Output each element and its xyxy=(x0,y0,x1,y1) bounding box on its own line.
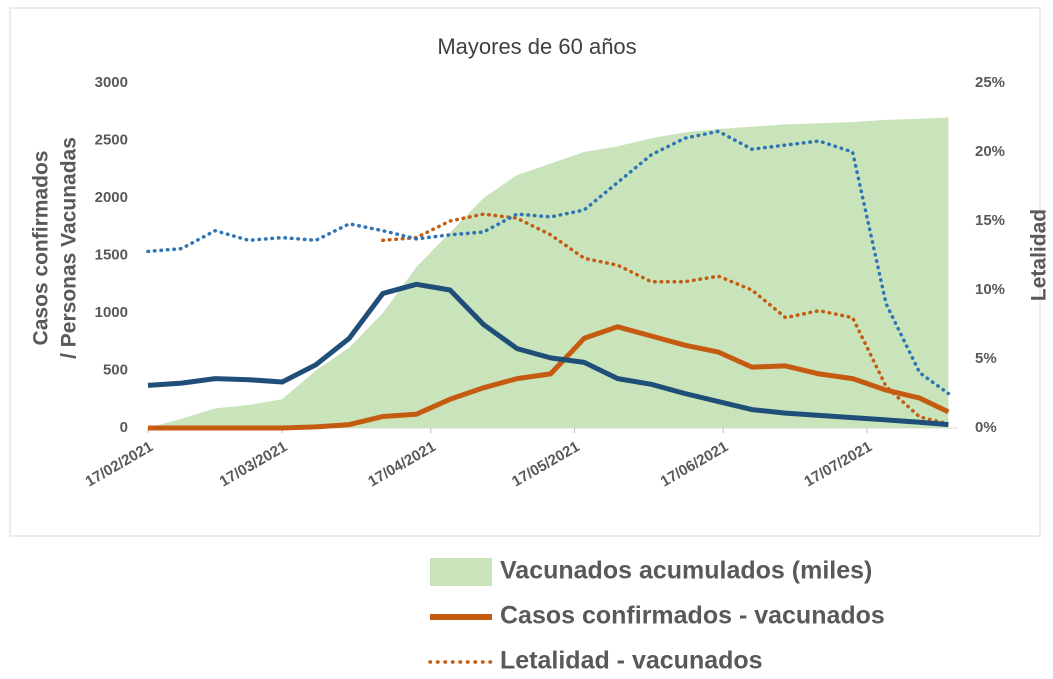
y-tick-label: 1500 xyxy=(95,246,128,263)
y-tick-label: 0 xyxy=(120,419,128,436)
y2-tick-label: 5% xyxy=(975,350,997,367)
y2-tick-label: 15% xyxy=(975,212,1005,229)
y2-tick-label: 10% xyxy=(975,281,1005,298)
legend-label: Casos confirmados - vacunados xyxy=(500,602,885,630)
area xyxy=(148,117,949,428)
dotted-line xyxy=(381,212,951,426)
y-tick-label: 2000 xyxy=(95,189,128,206)
y-axis-label: Casos confirmados xyxy=(30,151,53,346)
y-axis-label: / Personas Vacunadas xyxy=(58,137,81,359)
y2-tick-label: 0% xyxy=(975,419,997,436)
y-tick-label: 3000 xyxy=(95,74,128,91)
line xyxy=(147,281,949,428)
y2-tick-label: 25% xyxy=(975,74,1005,91)
legend-label: Letalidad - vacunados xyxy=(500,647,763,674)
y2-tick-label: 20% xyxy=(975,143,1005,160)
legend-swatch xyxy=(430,558,492,586)
y-tick-label: 1000 xyxy=(95,304,128,321)
y-tick-label: 500 xyxy=(103,361,128,378)
chart-title: Mayores de 60 años xyxy=(437,34,636,59)
y2-axis-label: Letalidad xyxy=(1028,209,1051,301)
y-tick-label: 2500 xyxy=(95,131,128,148)
legend-label: Vacunados acumulados (miles) xyxy=(500,557,872,585)
line xyxy=(148,324,950,431)
